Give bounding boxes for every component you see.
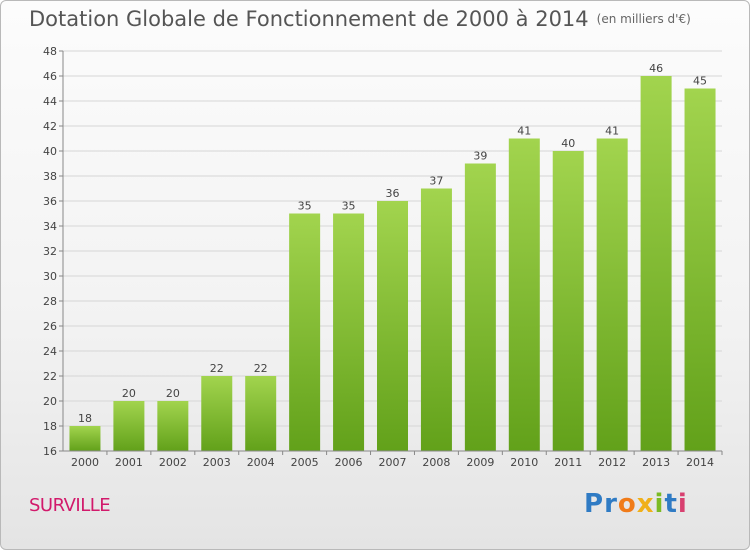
x-tick-label: 2011 [554, 456, 582, 469]
x-tick-label: 2004 [247, 456, 275, 469]
x-tick-label: 2008 [422, 456, 450, 469]
unit-label: (en milliers d'€) [596, 12, 691, 26]
value-label: 22 [210, 362, 224, 375]
chart-title: Dotation Globale de Fonctionnement de 20… [29, 7, 691, 31]
x-tick-label: 2007 [379, 456, 407, 469]
y-tick-label: 40 [43, 145, 57, 158]
x-tick-label: 2012 [598, 456, 626, 469]
bar [157, 401, 189, 451]
x-tick-label: 2000 [71, 456, 99, 469]
y-tick-label: 44 [43, 95, 57, 108]
value-label: 20 [122, 387, 136, 400]
logo-letter: x [636, 489, 655, 519]
logo-letter: i [677, 489, 688, 519]
bar [420, 188, 452, 451]
bar [377, 201, 408, 451]
x-tick-label: 2014 [686, 456, 714, 469]
y-tick-label: 28 [43, 295, 57, 308]
bar [201, 376, 233, 451]
value-label: 39 [473, 150, 487, 163]
y-tick-label: 24 [43, 345, 57, 358]
y-tick-label: 26 [43, 320, 57, 333]
logo-letter: t [664, 489, 678, 519]
bar [464, 163, 496, 451]
bars: 18 20 20 22 22 35 35 36 37 39 41 40 41 46 45 [69, 62, 716, 451]
bar [333, 213, 365, 451]
x-tick-label: 2010 [510, 456, 538, 469]
logo-letter: o [617, 489, 637, 519]
x-tick-label: 2001 [115, 456, 143, 469]
y-tick-label: 42 [43, 120, 57, 133]
y-tick-label: 48 [43, 45, 57, 58]
x-tick-label: 2009 [466, 456, 494, 469]
logo-letter: P [584, 489, 605, 519]
y-tick-label: 36 [43, 195, 57, 208]
value-label: 41 [517, 125, 531, 138]
bar [289, 213, 321, 451]
y-tick-label: 46 [43, 70, 57, 83]
bar [596, 138, 628, 451]
x-tick-label: 2006 [335, 456, 363, 469]
value-label: 41 [605, 125, 619, 138]
value-label: 35 [298, 200, 312, 213]
value-label: 40 [561, 137, 575, 150]
y-tick-label: 16 [43, 445, 57, 458]
bar [245, 376, 277, 451]
title-text: Dotation Globale de Fonctionnement de 20… [29, 7, 589, 31]
logo-letter: i [654, 489, 665, 519]
y-tick-label: 38 [43, 170, 57, 183]
value-label: 45 [693, 75, 707, 88]
bar [113, 401, 145, 451]
y-tick-label: 20 [43, 395, 57, 408]
value-label: 35 [342, 200, 356, 213]
value-label: 20 [166, 387, 180, 400]
value-label: 46 [649, 62, 663, 75]
bar [508, 138, 540, 451]
y-tick-label: 18 [43, 420, 57, 433]
value-label: 22 [254, 362, 268, 375]
commune-name: SURVILLE [29, 495, 111, 516]
y-tick-label: 22 [43, 370, 57, 383]
bar [69, 426, 101, 451]
bar [640, 76, 672, 451]
y-tick-label: 34 [43, 220, 57, 233]
bar [552, 151, 584, 451]
value-label: 37 [429, 175, 443, 188]
axes: 16 18 20 22 24 26 28 30 32 34 36 38 40 42 44 46 48 2000 20… [43, 45, 723, 469]
value-label: 18 [78, 412, 92, 425]
bar [684, 88, 716, 451]
x-tick-label: 2005 [291, 456, 319, 469]
proxiti-logo: Proxiti [584, 489, 688, 519]
y-tick-label: 32 [43, 245, 57, 258]
x-tick-label: 2003 [203, 456, 231, 469]
value-label: 36 [386, 187, 400, 200]
logo-letter: r [604, 489, 618, 519]
y-tick-label: 30 [43, 270, 57, 283]
x-tick-label: 2013 [642, 456, 670, 469]
x-tick-label: 2002 [159, 456, 187, 469]
